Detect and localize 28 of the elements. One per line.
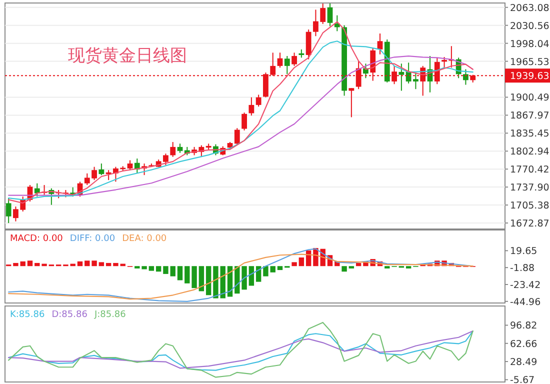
text: K:85.86 xyxy=(10,310,45,320)
text: DEA: 0.00 xyxy=(122,234,167,244)
y-tick-label: 1965.53 xyxy=(510,56,550,68)
y-tick-label: -5.67 xyxy=(510,375,535,384)
y-tick-label: 1770.42 xyxy=(510,164,550,176)
text: D:85.86 xyxy=(52,310,88,320)
y-tick-label: 2063.08 xyxy=(510,2,550,14)
y-tick-label: 1705.38 xyxy=(510,200,550,212)
y-tick-label: 1737.90 xyxy=(510,182,550,194)
y-tick-label: 2030.56 xyxy=(510,20,550,32)
y-tick-label: 62.66 xyxy=(510,338,538,350)
y-tick-label: -44.96 xyxy=(510,296,541,308)
y-tick-label: -23.42 xyxy=(510,280,541,291)
y-tick-label: 28.49 xyxy=(510,357,538,368)
y-tick-label: 1835.45 xyxy=(510,128,550,140)
text: 现货黄金日线图 xyxy=(68,46,187,66)
y-tick-label: 19.65 xyxy=(510,246,538,258)
y-tick-label: 1672.87 xyxy=(510,218,550,230)
ref-line-label: 1939.63 xyxy=(510,71,550,82)
y-tick-label: 96.82 xyxy=(510,320,538,332)
text: MACD: 0.00 xyxy=(10,234,64,244)
text: DIFF: 0.00 xyxy=(70,234,116,244)
text: J:85.86 xyxy=(93,310,126,320)
y-tick-label: 1900.49 xyxy=(510,92,550,104)
y-tick-label: -1.88 xyxy=(510,263,535,274)
y-tick-label: 1998.04 xyxy=(510,38,550,50)
y-tick-label: 1802.94 xyxy=(510,146,550,158)
y-tick-label: 1867.97 xyxy=(510,110,550,122)
